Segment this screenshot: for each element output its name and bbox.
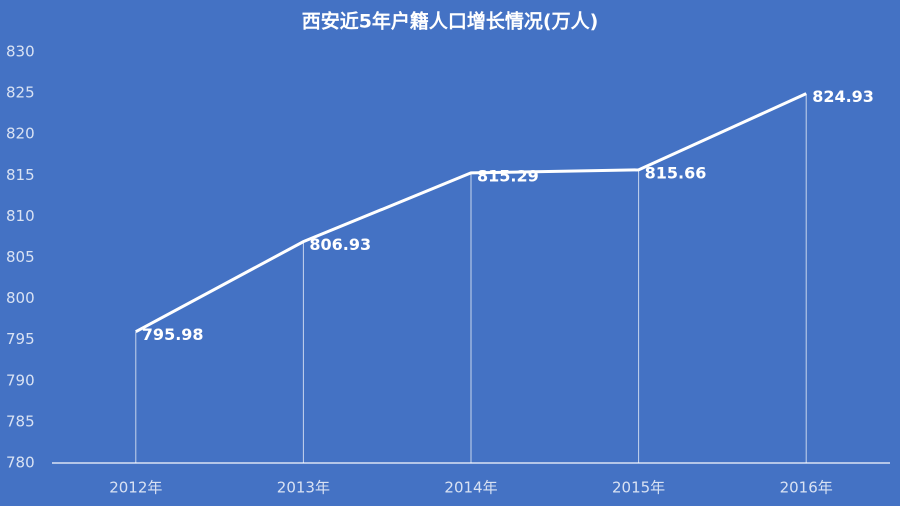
y-tick-label: 815 (6, 166, 35, 184)
y-tick-label: 785 (6, 412, 35, 430)
y-tick-label: 805 (6, 248, 35, 266)
x-tick-label: 2013年 (277, 479, 330, 497)
data-label: 815.29 (477, 166, 539, 185)
data-label: 824.93 (812, 87, 874, 106)
data-label: 795.98 (142, 325, 204, 344)
y-tick-label: 825 (6, 84, 35, 102)
chart-title: 西安近5年户籍人口增长情况(万人) (302, 10, 599, 33)
y-tick-label: 780 (6, 454, 35, 472)
x-tick-label: 2015年 (612, 479, 665, 497)
data-label: 806.93 (309, 235, 371, 254)
data-line (135, 92, 807, 333)
x-tick-label: 2014年 (444, 479, 497, 497)
x-tick-label: 2012年 (109, 479, 162, 497)
data-label: 815.66 (645, 163, 707, 182)
y-tick-label: 820 (6, 125, 35, 143)
y-tick-label: 800 (6, 289, 35, 307)
y-tick-label: 790 (6, 371, 35, 389)
y-tick-label: 810 (6, 207, 35, 225)
y-tick-label: 830 (6, 43, 35, 61)
x-tick-label: 2016年 (780, 479, 833, 497)
y-tick-label: 795 (6, 330, 35, 348)
